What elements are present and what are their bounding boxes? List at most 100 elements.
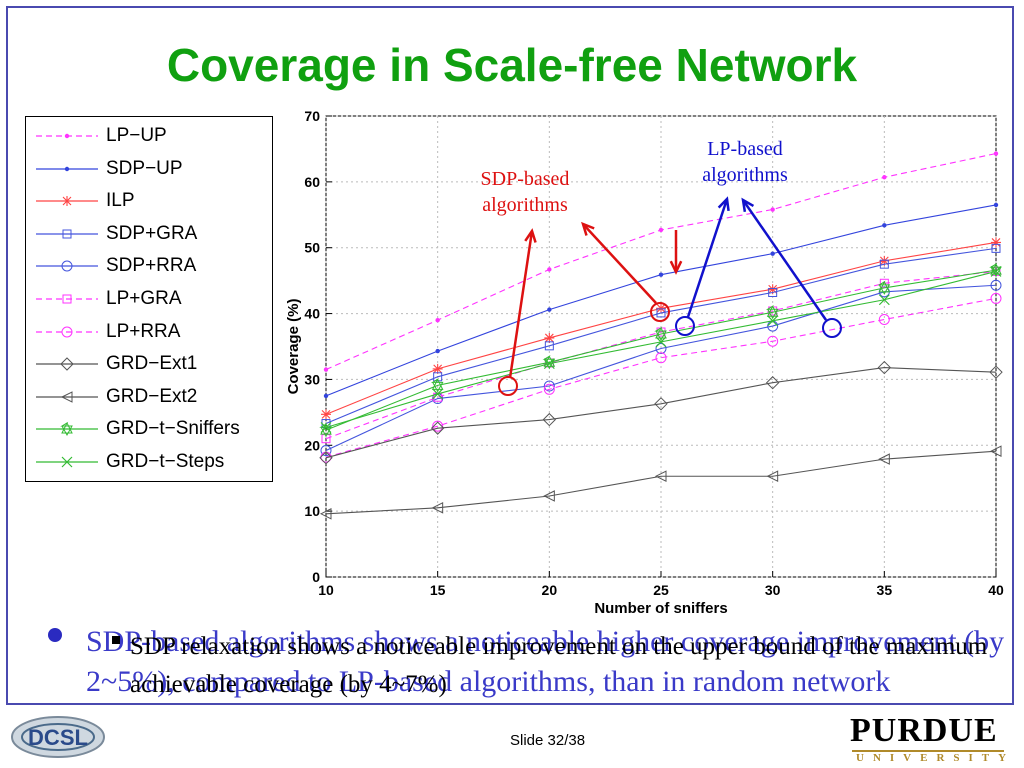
data-point <box>990 265 1002 277</box>
legend-label: SDP−UP <box>106 157 183 179</box>
series-line <box>325 450 997 515</box>
dcsl-logo-text: DCSL <box>28 725 88 750</box>
y-tick-label: 70 <box>304 108 320 124</box>
data-point <box>544 332 555 343</box>
legend-swatch-marker <box>64 133 70 139</box>
data-point <box>433 372 443 382</box>
legend-swatch <box>36 357 98 371</box>
data-point <box>879 259 889 269</box>
data-point <box>768 287 778 297</box>
legend-swatch-marker <box>61 260 73 272</box>
lp-highlight-circle <box>675 316 695 336</box>
arrow-head <box>581 221 595 236</box>
data-point <box>435 317 440 323</box>
legend-label: LP+GRA <box>106 288 182 309</box>
x-tick-label: 10 <box>318 582 334 598</box>
chart-legend: LP−UP SDP−UP ILP SDP+GRA SDP+RRA LP+GRA LP+RRA… <box>25 116 273 482</box>
lp-annotation: LP-based algorithms <box>675 136 815 188</box>
data-point <box>990 292 1002 304</box>
data-point <box>766 470 779 483</box>
y-tick-label: 30 <box>304 371 320 387</box>
y-tick-label: 10 <box>304 503 320 519</box>
y-tick-label: 60 <box>304 174 320 190</box>
data-point <box>431 502 444 514</box>
legend-swatch <box>36 294 98 304</box>
sdp-highlight-circle <box>498 376 518 396</box>
legend-item: LP−UP <box>26 120 272 152</box>
slide-number: Slide 32/38 <box>510 732 586 749</box>
data-point <box>765 376 780 390</box>
x-tick-label: 40 <box>988 582 1004 598</box>
legend-label: GRD−t−Steps <box>106 451 225 472</box>
y-axis-label: Coverage (%) <box>285 299 302 395</box>
data-point <box>767 284 778 295</box>
legend-swatch <box>36 390 98 403</box>
legend-swatch <box>36 166 98 171</box>
data-point <box>543 358 555 370</box>
data-point <box>654 470 667 483</box>
lp-highlight-circle <box>822 318 842 338</box>
arrow-shaft <box>741 199 828 321</box>
legend-swatch-marker <box>60 422 73 437</box>
data-point <box>655 336 667 348</box>
data-point <box>658 227 664 233</box>
main-bullet-text: SDP-based algorithms shows a noticeable … <box>86 625 1005 698</box>
series-1 <box>323 202 999 399</box>
arrow-head <box>741 197 755 213</box>
y-tick-label: 50 <box>304 240 320 256</box>
data-point <box>655 352 667 364</box>
sub-bullet-text: SDP relaxation shows a noticeable improv… <box>130 633 988 698</box>
data-point <box>879 255 890 266</box>
legend-swatch-marker <box>62 196 72 207</box>
legend-label: LP+RRA <box>106 320 181 342</box>
data-point <box>878 313 890 325</box>
bullet-dot <box>48 628 62 642</box>
legend-swatch <box>36 422 98 437</box>
data-point <box>547 267 552 272</box>
data-point <box>882 223 887 228</box>
legend-item: GRD−t−Sniffers <box>26 413 272 445</box>
data-point <box>435 348 440 354</box>
x-tick-label: 35 <box>877 582 893 598</box>
data-point <box>321 434 331 444</box>
series-line <box>325 270 997 440</box>
data-point <box>319 507 332 520</box>
data-point <box>879 278 889 288</box>
legend-label: ILP <box>106 190 135 212</box>
bullet-area: SDP-based algorithms shows a noticeable … <box>48 622 1008 702</box>
lp-arrow-2 <box>741 197 828 321</box>
y-tick-label: 0 <box>312 569 320 585</box>
data-point <box>542 412 557 427</box>
data-point <box>432 363 443 374</box>
data-point <box>767 315 779 327</box>
data-point <box>323 367 329 372</box>
data-point <box>543 383 555 395</box>
lp-annotation-line1: LP-based <box>707 138 783 160</box>
legend-item: SDP+GRA <box>26 218 272 250</box>
data-point <box>878 453 890 465</box>
data-point <box>770 251 775 256</box>
legend-swatch-marker <box>62 229 72 239</box>
data-point <box>991 243 1001 253</box>
x-tick-label: 30 <box>765 582 781 598</box>
series-line <box>325 297 997 458</box>
sdp-annotation-line1: SDP-based <box>480 168 570 190</box>
arrow-shaft <box>686 198 729 318</box>
data-point <box>989 365 1003 379</box>
y-tick-label: 20 <box>304 437 320 453</box>
arrow-head <box>669 260 683 275</box>
legend-swatch-marker <box>61 326 73 338</box>
series-2 <box>321 237 1001 420</box>
data-point <box>432 388 444 400</box>
series-10 <box>320 265 1002 433</box>
data-point <box>654 326 667 342</box>
slide-frame <box>6 6 1014 705</box>
data-point <box>654 397 668 411</box>
legend-swatch <box>36 229 98 239</box>
x-tick-label: 15 <box>430 582 446 598</box>
legend-swatch-marker <box>62 294 72 304</box>
lp-annotation-line2: algorithms <box>702 164 788 186</box>
data-point <box>990 279 1002 291</box>
series-6 <box>320 292 1002 463</box>
